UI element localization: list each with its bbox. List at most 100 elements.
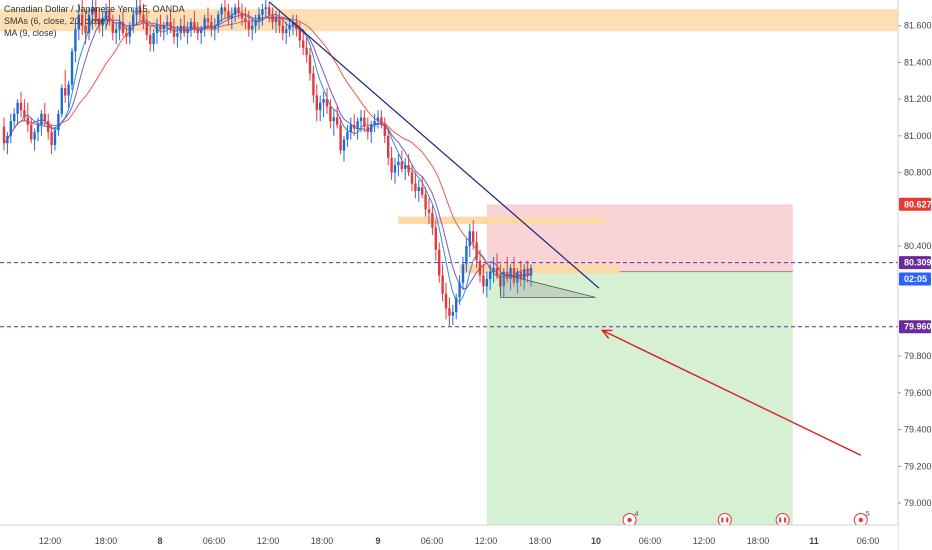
candle-body — [230, 14, 233, 19]
candle-body — [240, 12, 244, 19]
triangle-pattern[interactable] — [499, 273, 596, 298]
price-label-text: 80.627 — [904, 199, 932, 209]
candle-body — [397, 161, 400, 166]
flag-center — [723, 517, 727, 523]
earnings-marker-icon[interactable]: 4 — [622, 511, 639, 527]
candle — [217, 11, 220, 34]
candle — [298, 22, 301, 48]
earnings-marker-icon[interactable]: 5 — [853, 511, 870, 527]
candle-body — [516, 271, 519, 283]
candle — [322, 91, 325, 118]
take-profit-zone[interactable] — [486, 271, 793, 525]
candle-body — [438, 249, 441, 276]
candle — [512, 256, 516, 287]
candle-body — [410, 172, 414, 184]
candle — [115, 22, 118, 45]
candle-body — [87, 14, 91, 34]
candle — [111, 14, 114, 41]
candle-body — [461, 264, 465, 283]
candle-body — [64, 88, 67, 96]
candle — [132, 7, 135, 34]
candle — [370, 121, 373, 144]
candle — [431, 205, 434, 235]
candle — [281, 18, 284, 41]
candle-body — [353, 124, 356, 129]
support-zone[interactable] — [459, 264, 620, 274]
candle — [16, 99, 19, 125]
candle-body — [118, 22, 121, 30]
candle — [50, 124, 53, 155]
candle-body — [291, 22, 295, 26]
time-tick-label: 9 — [375, 536, 380, 546]
candle — [30, 117, 33, 144]
candle — [176, 25, 179, 48]
candle — [349, 117, 352, 140]
price-label-badge — [899, 197, 931, 211]
candle — [223, 0, 227, 19]
candle-body — [424, 194, 427, 210]
candle-body — [200, 29, 203, 34]
candle — [108, 0, 111, 26]
candle-body — [264, 7, 267, 10]
candle-body — [138, 7, 142, 15]
candle-body — [196, 29, 199, 34]
candle-body — [458, 282, 461, 298]
candle-body — [166, 22, 169, 26]
candle — [118, 14, 121, 41]
candle — [237, 0, 240, 19]
candle — [332, 110, 335, 136]
candle-body — [67, 84, 70, 96]
time-tick-label: 18:00 — [529, 536, 552, 546]
sma-indicator-label: SMAs (6, close, 20, close) — [4, 16, 109, 26]
candle — [40, 110, 43, 136]
candle-body — [176, 33, 179, 37]
price-label: 80.627 — [899, 197, 932, 211]
time-tick-label: 06:00 — [639, 536, 662, 546]
candle-body — [162, 25, 165, 30]
candle — [19, 91, 23, 118]
candle — [261, 3, 264, 26]
candle — [485, 271, 488, 298]
candle — [135, 0, 138, 26]
candle — [390, 146, 393, 180]
candle — [475, 231, 478, 269]
price-label: 02:05 — [899, 272, 931, 286]
candle-body — [217, 14, 220, 26]
candle — [251, 18, 254, 41]
support-zone[interactable] — [398, 216, 606, 224]
candle-body — [271, 14, 274, 23]
candle-body — [417, 187, 420, 191]
candle — [196, 22, 199, 41]
candle-body — [57, 113, 60, 131]
candle-body — [393, 165, 397, 173]
candle — [57, 110, 60, 136]
candle — [162, 22, 165, 41]
candle-body — [298, 29, 301, 41]
candle — [77, 3, 80, 41]
candle — [220, 3, 223, 23]
candle — [302, 29, 305, 56]
candle-body — [36, 124, 40, 133]
price-tick-label: 80.800 — [904, 168, 932, 178]
candle-body — [339, 124, 342, 151]
candle — [434, 220, 437, 261]
candle — [121, 11, 125, 37]
candle — [342, 135, 346, 162]
candle-body — [74, 29, 77, 52]
candle-body — [489, 271, 492, 280]
candle-body — [427, 209, 431, 213]
price-label: 80.309 — [899, 256, 932, 270]
candle — [519, 260, 522, 287]
candle-body — [19, 102, 23, 111]
red-arrow[interactable] — [602, 329, 862, 456]
candle — [166, 14, 169, 35]
price-tick-label: 79.400 — [904, 425, 932, 435]
candle — [410, 165, 414, 191]
stop-loss-zone[interactable] — [486, 204, 793, 272]
descending-trendline[interactable] — [268, 1, 600, 289]
candle-body — [94, 7, 97, 19]
candle — [200, 25, 203, 45]
candle — [346, 124, 349, 147]
